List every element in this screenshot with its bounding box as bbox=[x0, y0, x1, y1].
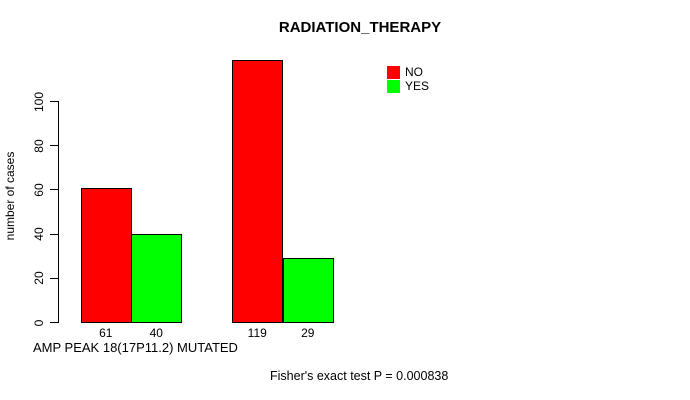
y-tick-label: 20 bbox=[32, 271, 46, 285]
y-tick-label: 100 bbox=[32, 91, 46, 112]
legend-swatch-yes bbox=[387, 80, 400, 93]
legend: NO YES bbox=[387, 66, 429, 94]
bar-value-label: 29 bbox=[301, 326, 315, 340]
y-tick bbox=[50, 101, 58, 102]
bar-value-label: 40 bbox=[149, 326, 163, 340]
legend-row: YES bbox=[387, 80, 429, 93]
chart-title: RADIATION_THERAPY bbox=[278, 19, 442, 36]
x-axis-title: AMP PEAK 18(17P11.2) MUTATED bbox=[33, 340, 238, 355]
bar-value-label: 61 bbox=[99, 326, 113, 340]
y-tick bbox=[50, 277, 58, 279]
y-axis-title: number of cases bbox=[3, 151, 17, 241]
bar-yes-group1 bbox=[131, 234, 182, 323]
bar-no-group2 bbox=[232, 59, 283, 323]
stat-annotation: Fisher's exact test P = 0.000838 bbox=[270, 369, 449, 383]
y-tick-label: 40 bbox=[32, 227, 46, 241]
y-axis-line bbox=[58, 101, 59, 323]
y-tick bbox=[50, 145, 58, 147]
y-tick bbox=[50, 322, 58, 323]
y-tick-label: 0 bbox=[32, 319, 46, 326]
legend-label: NO bbox=[405, 65, 423, 79]
y-tick-label: 80 bbox=[32, 139, 46, 153]
y-tick-label: 60 bbox=[32, 183, 46, 197]
y-tick bbox=[50, 189, 58, 191]
bar-yes-group2 bbox=[282, 258, 334, 323]
bar-no-group1 bbox=[80, 187, 132, 323]
legend-swatch-no bbox=[387, 66, 400, 79]
legend-label: YES bbox=[405, 79, 430, 93]
legend-row: NO bbox=[387, 66, 429, 79]
y-tick bbox=[50, 233, 58, 235]
bar-value-label: 119 bbox=[247, 326, 267, 340]
